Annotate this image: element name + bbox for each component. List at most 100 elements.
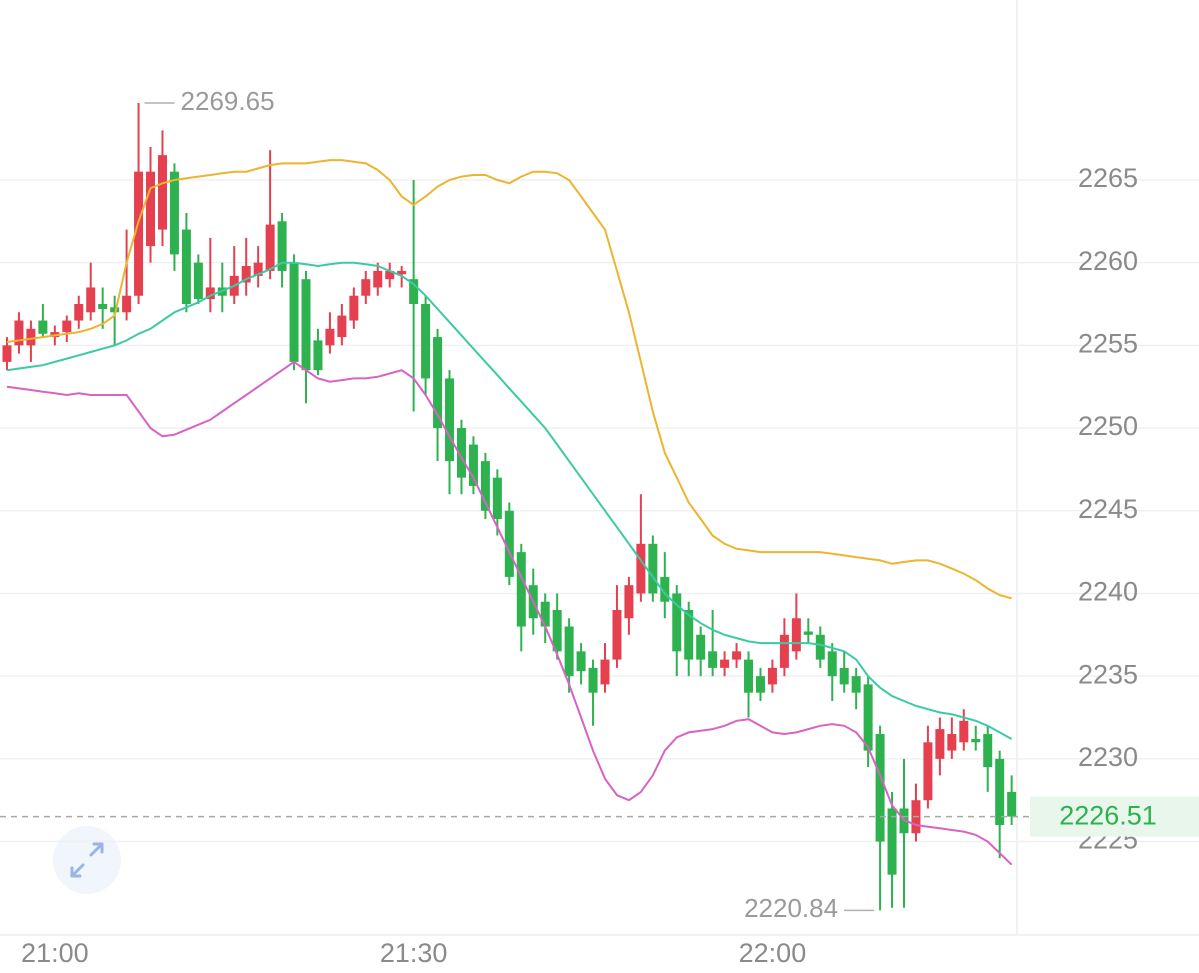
y-tick-label: 2245 <box>1078 494 1138 524</box>
band-line <box>6 159 1012 600</box>
candle-body <box>947 734 957 751</box>
candle-body <box>289 262 299 362</box>
candle-body <box>863 684 873 751</box>
candle-body <box>146 171 156 247</box>
x-tick-label: 21:30 <box>380 938 448 968</box>
candle-body <box>301 279 311 371</box>
candle-body <box>86 287 96 313</box>
y-tick-label: 2235 <box>1078 659 1138 689</box>
candle-body <box>887 808 897 875</box>
candle-body <box>767 667 777 685</box>
candle-body <box>959 720 969 743</box>
candle-body <box>636 543 646 594</box>
candle-body <box>397 270 407 275</box>
candle-body <box>181 229 191 305</box>
candle-body <box>373 270 383 288</box>
candle-body <box>935 729 945 759</box>
candle-body <box>672 593 682 652</box>
candle-body <box>349 295 359 321</box>
last-price-box <box>1030 796 1199 837</box>
y-tick-label: 2240 <box>1078 577 1138 607</box>
last-price-label: 2226.51 <box>1059 801 1157 831</box>
candle-body <box>205 287 215 300</box>
candle-body <box>62 320 72 333</box>
candle-body <box>193 262 203 300</box>
band-line <box>6 261 1013 740</box>
candle-body <box>38 320 48 334</box>
candle-body <box>241 265 251 283</box>
candle-body <box>122 295 132 313</box>
candle-body <box>134 171 144 296</box>
candle-body <box>492 477 502 520</box>
candle-body <box>265 224 275 271</box>
y-tick-label: 2265 <box>1078 163 1138 193</box>
candle-body <box>983 734 993 768</box>
candle-body <box>480 461 490 511</box>
candle-body <box>588 667 598 693</box>
min-label: 2220.84 <box>744 893 838 923</box>
candle-body <box>827 651 837 677</box>
expand-button-bg <box>53 826 121 894</box>
x-tick-label: 21:00 <box>21 938 89 968</box>
candle-body <box>26 328 36 346</box>
expand-button[interactable] <box>53 826 121 894</box>
candle-body <box>277 221 287 271</box>
y-tick-label: 2260 <box>1078 246 1138 276</box>
candle-body <box>755 676 765 693</box>
y-tick-label: 2255 <box>1078 328 1138 358</box>
candle-body <box>660 576 670 602</box>
candle-body <box>1007 791 1017 817</box>
y-tick-label: 2250 <box>1078 411 1138 441</box>
candle-body <box>325 328 335 346</box>
x-tick-label: 22:00 <box>739 938 807 968</box>
expand-icon <box>70 842 104 878</box>
candle-body <box>337 315 347 338</box>
candle-body <box>851 676 861 693</box>
candle-body <box>110 307 120 313</box>
candle-body <box>779 634 789 668</box>
candle-body <box>564 626 574 677</box>
candle-body <box>600 659 610 685</box>
candle-body <box>540 601 550 627</box>
max-label: 2269.65 <box>181 86 275 116</box>
candle-body <box>504 510 514 577</box>
candle-body <box>409 279 419 305</box>
candle-body <box>14 320 24 346</box>
candle-body <box>157 155 167 230</box>
candle-body <box>708 651 718 668</box>
candle-body <box>995 758 1005 826</box>
candle-body <box>468 444 478 486</box>
candle-body <box>253 262 263 276</box>
candle-body <box>421 304 431 379</box>
candle-body <box>803 631 813 635</box>
candle-body <box>624 585 634 619</box>
band-line <box>6 360 1013 866</box>
candle-body <box>744 659 754 693</box>
candle-body <box>169 171 179 255</box>
candle-body <box>696 634 706 660</box>
candle-body <box>552 609 562 652</box>
candles <box>2 103 1017 911</box>
candle-body <box>516 552 526 627</box>
candle-body <box>875 734 885 842</box>
candle-body <box>98 304 108 309</box>
candle-body <box>732 651 742 660</box>
candle-body <box>2 345 12 362</box>
candle-body <box>74 304 84 321</box>
candle-body <box>839 667 849 685</box>
candle-body <box>648 543 658 594</box>
candle-body <box>313 340 323 371</box>
candle-body <box>720 659 730 668</box>
candle-body <box>815 634 825 660</box>
candle-body <box>612 609 622 660</box>
candle-body <box>445 378 455 462</box>
candle-body <box>361 279 371 296</box>
candle-body <box>923 742 933 801</box>
y-tick-label: 2230 <box>1078 742 1138 772</box>
candle-body <box>791 618 801 652</box>
candle-body <box>456 428 466 478</box>
candle-body <box>971 739 981 743</box>
candle-body <box>433 337 443 429</box>
